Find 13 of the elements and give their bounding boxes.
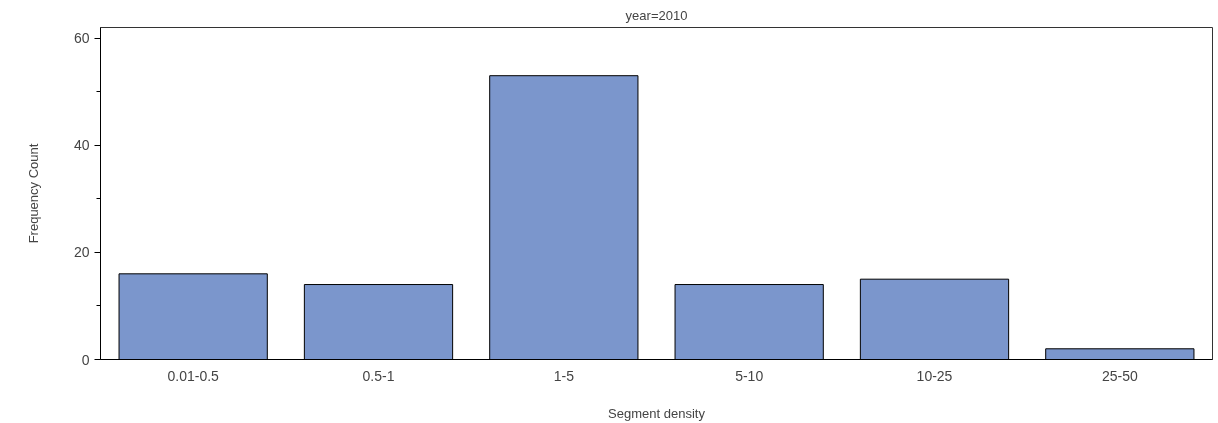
y-axis-title: Frequency Count	[25, 143, 41, 244]
x-tick-label: 0.5-1	[362, 367, 395, 384]
y-tick-label: 60	[73, 30, 90, 47]
y-tick-label: 40	[73, 137, 90, 154]
y-tick-label: 0	[81, 351, 90, 368]
y-tick-label: 20	[73, 244, 90, 261]
x-tick-label: 1-5	[553, 367, 575, 384]
x-tick-label: 10-25	[916, 367, 953, 384]
x-axis-title: Segment density	[608, 405, 706, 421]
x-tick-label: 5-10	[735, 367, 764, 384]
chart-title: year=2010	[625, 7, 688, 23]
x-tick-label: 0.01-0.5	[167, 367, 220, 384]
x-tick-label: 25-50	[1101, 367, 1138, 384]
